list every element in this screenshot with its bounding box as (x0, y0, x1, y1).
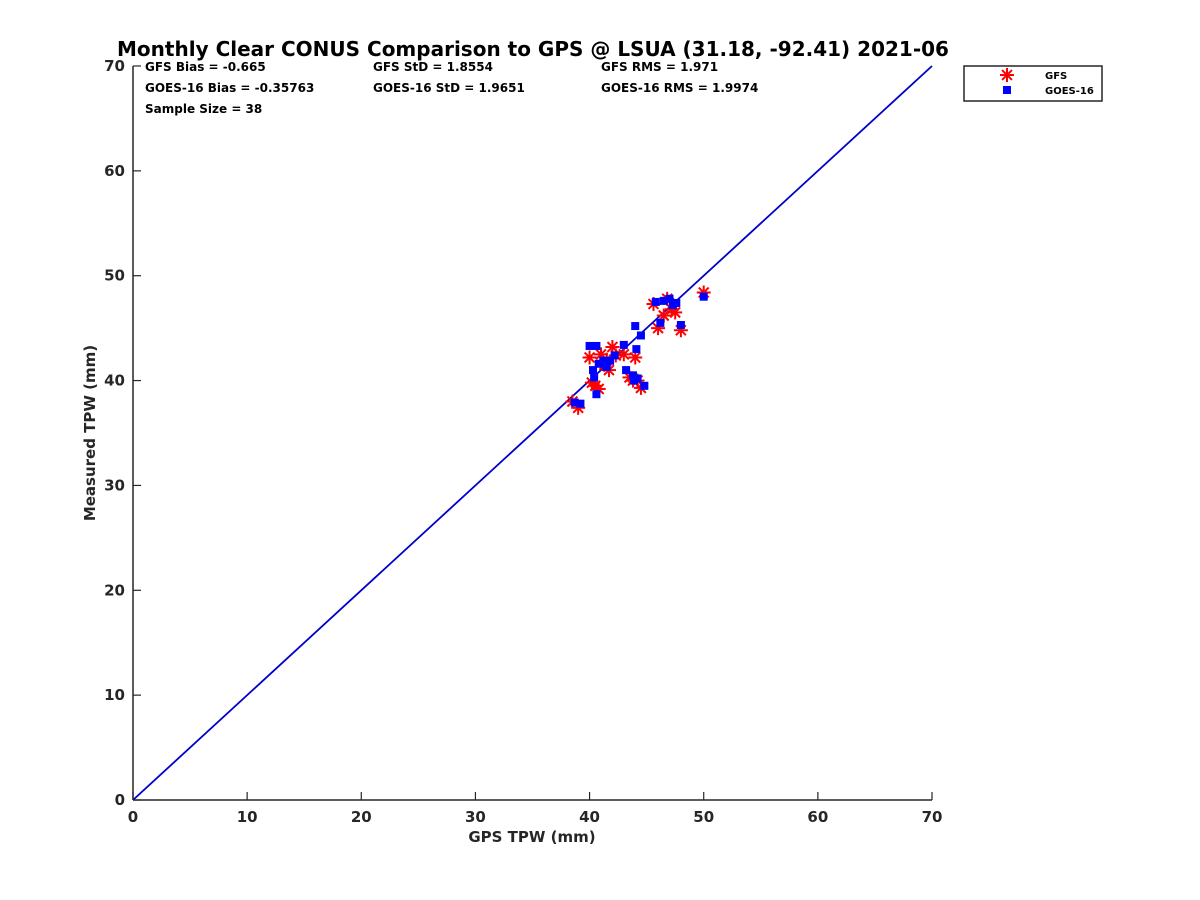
x-axis-ticks: 0 10 20 30 40 50 60 70 (128, 792, 943, 826)
goes16-point (699, 292, 708, 301)
y-tick-label: 60 (104, 162, 125, 180)
stat-gfs-std: GFS StD = 1.8554 (373, 60, 493, 74)
legend-goes16-label: GOES-16 (1045, 86, 1094, 97)
legend-goes16-marker (1003, 86, 1011, 94)
gfs-point (668, 305, 683, 320)
goes16-point (585, 341, 594, 350)
goes16-point (570, 398, 579, 407)
gfs-point (616, 347, 631, 362)
y-tick-label: 10 (104, 686, 125, 704)
goes16-point (656, 318, 665, 327)
x-tick-label: 40 (579, 808, 600, 826)
y-tick-label: 20 (104, 581, 125, 599)
goes16-point (610, 351, 619, 360)
goes16-point (636, 331, 645, 340)
stat-goes-std: GOES-16 StD = 1.9651 (373, 81, 525, 95)
y-tick-label: 50 (104, 267, 125, 285)
x-tick-label: 10 (237, 808, 258, 826)
goes16-point (633, 374, 642, 383)
gfs-point (582, 350, 597, 365)
goes16-point (640, 381, 649, 390)
goes16-point (588, 366, 597, 375)
goes16-point (592, 390, 601, 399)
x-tick-label: 30 (465, 808, 486, 826)
goes16-point (672, 298, 681, 307)
goes16-point (619, 340, 628, 349)
y-tick-label: 70 (104, 57, 125, 75)
gfs-point (628, 350, 643, 365)
stat-gfs-rms: GFS RMS = 1.971 (601, 60, 718, 74)
one-to-one-line (132, 65, 933, 801)
legend-gfs-asterisk (1000, 68, 1014, 82)
x-axis-label: GPS TPW (mm) (468, 828, 595, 846)
gfs-point (656, 308, 671, 323)
x-tick-label: 0 (128, 808, 138, 826)
y-axis-label: Measured TPW (mm) (81, 345, 99, 521)
stat-goes-bias: GOES-16 Bias = -0.35763 (145, 81, 314, 95)
goes16-point (599, 356, 608, 365)
legend-gfs-marker (1000, 68, 1014, 82)
legend-goes16-square (1003, 86, 1011, 94)
goes16-point (665, 294, 674, 303)
goes16-point (590, 373, 599, 382)
goes16-point (651, 297, 660, 306)
legend-box (963, 65, 1103, 102)
x-tick-label: 50 (693, 808, 714, 826)
goes16-point (631, 322, 640, 331)
chart-title: Monthly Clear CONUS Comparison to GPS @ … (117, 37, 949, 61)
legend: GFS GOES-16 (963, 65, 1103, 102)
goes16-point (676, 320, 685, 329)
x-tick-label: 20 (351, 808, 372, 826)
y-tick-label: 40 (104, 372, 125, 390)
y-tick-label: 30 (104, 476, 125, 494)
goes16-point (622, 366, 631, 375)
stat-gfs-bias: GFS Bias = -0.665 (145, 60, 266, 74)
goes16-point (592, 341, 601, 350)
goes16-point (628, 371, 637, 380)
goes16-point (602, 362, 611, 371)
data-points (565, 285, 711, 415)
plot-area (132, 66, 932, 801)
goes16-point (606, 356, 615, 365)
x-tick-label: 70 (922, 808, 943, 826)
reference-line-group (132, 65, 933, 801)
goes16-point (576, 399, 585, 408)
stat-goes-rms: GOES-16 RMS = 1.9974 (601, 81, 758, 95)
goes16-point (659, 296, 668, 305)
goes16-point (632, 345, 641, 354)
goes16-point (594, 359, 603, 368)
legend-gfs-label: GFS (1045, 71, 1067, 82)
stat-sample-size: Sample Size = 38 (145, 102, 262, 116)
y-tick-label: 0 (115, 791, 125, 809)
y-axis-ticks: 0 10 20 30 40 50 60 70 (104, 57, 141, 809)
x-tick-label: 60 (807, 808, 828, 826)
